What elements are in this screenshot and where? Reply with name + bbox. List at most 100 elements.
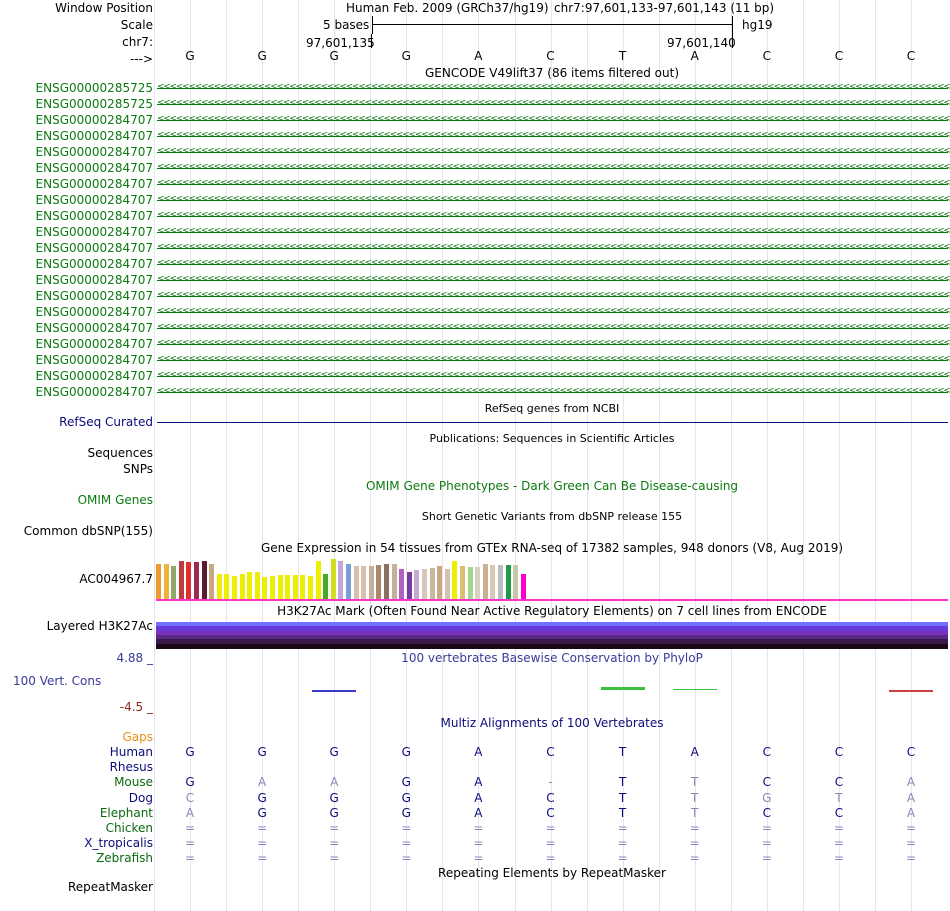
gencode-gene-track[interactable]: <<<<<<<<<<<<<<<<<<<<<<<<<<<<<<<<<<<<<<<<…	[157, 194, 950, 204]
gencode-gene-track[interactable]: <<<<<<<<<<<<<<<<<<<<<<<<<<<<<<<<<<<<<<<<…	[157, 306, 950, 316]
omim-track-title[interactable]: OMIM Gene Phenotypes - Dark Green Can Be…	[365, 479, 739, 493]
dbsnp-track-title[interactable]: Short Genetic Variants from dbSNP releas…	[421, 510, 683, 523]
gtex-tissue-bar[interactable]	[186, 562, 192, 599]
gtex-tissue-bar[interactable]	[292, 575, 298, 599]
gencode-gene-label[interactable]: ENSG00000284707	[35, 177, 153, 191]
omim-label[interactable]: OMIM Genes	[77, 493, 153, 507]
multiz-species-label[interactable]: Dog	[128, 790, 153, 805]
gencode-gene-label[interactable]: ENSG00000284707	[35, 113, 153, 127]
gtex-tissue-bar[interactable]	[194, 562, 199, 599]
phylop-score-mark[interactable]	[600, 687, 645, 690]
gtex-tissue-bar[interactable]	[391, 564, 397, 599]
gtex-tissue-bar[interactable]	[414, 570, 420, 599]
gencode-gene-label[interactable]: ENSG00000285725	[35, 97, 153, 111]
gencode-gene-label[interactable]: ENSG00000284707	[35, 369, 153, 383]
gtex-tissue-bar[interactable]	[490, 565, 496, 599]
gencode-gene-label[interactable]: ENSG00000284707	[35, 145, 153, 159]
gencode-gene-label[interactable]: ENSG00000284707	[35, 337, 153, 351]
gtex-tissue-bar[interactable]	[224, 574, 230, 599]
gtex-tissue-bar[interactable]	[346, 564, 351, 599]
gencode-gene-label[interactable]: ENSG00000284707	[35, 161, 153, 175]
gtex-tissue-bar[interactable]	[353, 566, 359, 599]
h3k27ac-label[interactable]: Layered H3K27Ac	[46, 619, 153, 633]
publications-track-title[interactable]: Publications: Sequences in Scientific Ar…	[429, 432, 675, 445]
phylop-score-mark[interactable]	[672, 689, 717, 690]
dbsnp-label[interactable]: Common dbSNP(155)	[23, 524, 153, 538]
multiz-species-label[interactable]: Rhesus	[109, 760, 153, 775]
gencode-gene-track[interactable]: <<<<<<<<<<<<<<<<<<<<<<<<<<<<<<<<<<<<<<<<…	[157, 162, 950, 172]
phylop-track-title[interactable]: 100 vertebrates Basewise Conservation by…	[401, 651, 703, 665]
multiz-species-label[interactable]: Elephant	[99, 805, 153, 820]
gtex-tissue-bar[interactable]	[216, 574, 222, 599]
publications-label-snps[interactable]: SNPs	[123, 462, 153, 476]
gtex-tissue-bar[interactable]	[330, 559, 336, 599]
gtex-tissue-bar[interactable]	[277, 575, 283, 599]
multiz-species-label[interactable]: Chicken	[105, 821, 153, 835]
gtex-tissue-bar[interactable]	[384, 564, 389, 599]
gencode-gene-track[interactable]: <<<<<<<<<<<<<<<<<<<<<<<<<<<<<<<<<<<<<<<<…	[157, 178, 950, 188]
gencode-gene-label[interactable]: ENSG00000284707	[35, 289, 153, 303]
gencode-gene-track[interactable]: <<<<<<<<<<<<<<<<<<<<<<<<<<<<<<<<<<<<<<<<…	[157, 274, 950, 284]
gtex-tissue-bar[interactable]	[513, 565, 519, 599]
refseq-gene-line[interactable]	[157, 422, 948, 423]
gencode-gene-track[interactable]: <<<<<<<<<<<<<<<<<<<<<<<<<<<<<<<<<<<<<<<<…	[157, 82, 950, 92]
gtex-label[interactable]: AC004967.7	[79, 572, 153, 586]
gencode-gene-track[interactable]: <<<<<<<<<<<<<<<<<<<<<<<<<<<<<<<<<<<<<<<<…	[157, 290, 950, 300]
gencode-gene-track[interactable]: <<<<<<<<<<<<<<<<<<<<<<<<<<<<<<<<<<<<<<<<…	[157, 130, 950, 140]
repeatmasker-label[interactable]: RepeatMasker	[67, 880, 153, 894]
refseq-track-title[interactable]: RefSeq genes from NCBI	[484, 402, 620, 415]
gencode-gene-label[interactable]: ENSG00000284707	[35, 241, 153, 255]
gtex-tissue-bar[interactable]	[422, 569, 427, 599]
gencode-gene-track[interactable]: <<<<<<<<<<<<<<<<<<<<<<<<<<<<<<<<<<<<<<<<…	[157, 354, 950, 364]
refseq-label[interactable]: RefSeq Curated	[59, 415, 153, 429]
gtex-tissue-bar[interactable]	[163, 564, 169, 599]
gencode-gene-track[interactable]: <<<<<<<<<<<<<<<<<<<<<<<<<<<<<<<<<<<<<<<<…	[157, 226, 950, 236]
gencode-gene-label[interactable]: ENSG00000284707	[35, 129, 153, 143]
gtex-tissue-bar[interactable]	[444, 569, 450, 599]
gtex-tissue-bar[interactable]	[201, 561, 207, 599]
gencode-gene-track[interactable]: <<<<<<<<<<<<<<<<<<<<<<<<<<<<<<<<<<<<<<<<…	[157, 242, 950, 252]
gtex-tissue-bar[interactable]	[368, 566, 374, 599]
gencode-gene-label[interactable]: ENSG00000284707	[35, 193, 153, 207]
gtex-tissue-bar[interactable]	[361, 566, 367, 599]
gencode-gene-track[interactable]: <<<<<<<<<<<<<<<<<<<<<<<<<<<<<<<<<<<<<<<<…	[157, 114, 950, 124]
gtex-tissue-bar[interactable]	[315, 561, 321, 599]
phylop-score-mark[interactable]	[312, 690, 357, 692]
gtex-tissue-bar[interactable]	[239, 574, 245, 599]
gtex-tissue-bar[interactable]	[376, 565, 382, 599]
gtex-tissue-bar[interactable]	[308, 576, 313, 599]
gencode-gene-label[interactable]: ENSG00000284707	[35, 273, 153, 287]
gencode-gene-track[interactable]: <<<<<<<<<<<<<<<<<<<<<<<<<<<<<<<<<<<<<<<<…	[157, 370, 950, 380]
gencode-gene-label[interactable]: ENSG00000284707	[35, 257, 153, 271]
multiz-species-label[interactable]: Zebrafish	[96, 851, 153, 866]
gtex-tissue-bar[interactable]	[156, 564, 161, 599]
gencode-gene-label[interactable]: ENSG00000285725	[35, 81, 153, 95]
gtex-tissue-bar[interactable]	[467, 567, 473, 599]
gtex-tissue-bar[interactable]	[482, 564, 488, 599]
gencode-gene-label[interactable]: ENSG00000284707	[35, 209, 153, 223]
gencode-gene-label[interactable]: ENSG00000284707	[35, 353, 153, 367]
gtex-tissue-bar[interactable]	[262, 577, 268, 599]
gtex-tissue-bar[interactable]	[460, 566, 465, 599]
position-text[interactable]: chr7:97,601,133-97,601,143 (11 bp)	[554, 1, 775, 15]
gtex-tissue-bar[interactable]	[285, 575, 291, 599]
multiz-track-title[interactable]: Multiz Alignments of 100 Vertebrates	[440, 716, 664, 730]
gencode-gene-label[interactable]: ENSG00000284707	[35, 305, 153, 319]
gtex-tissue-bar[interactable]	[300, 575, 306, 599]
gtex-tissue-bar[interactable]	[178, 561, 184, 599]
gtex-tissue-bar[interactable]	[209, 564, 215, 599]
gtex-tissue-bar[interactable]	[247, 572, 253, 599]
gencode-track-title[interactable]: GENCODE V49lift37 (86 items filtered out…	[424, 66, 680, 80]
gtex-tissue-bar[interactable]	[323, 574, 329, 599]
gtex-tissue-bar[interactable]	[270, 576, 275, 599]
gencode-gene-track[interactable]: <<<<<<<<<<<<<<<<<<<<<<<<<<<<<<<<<<<<<<<<…	[157, 386, 950, 396]
gtex-tissue-bar[interactable]	[399, 569, 405, 599]
multiz-species-label[interactable]: Human	[109, 745, 153, 759]
gtex-tissue-bar[interactable]	[520, 574, 526, 599]
gtex-bar-chart[interactable]	[156, 559, 948, 599]
gtex-tissue-bar[interactable]	[505, 565, 511, 599]
gencode-gene-label[interactable]: ENSG00000284707	[35, 321, 153, 335]
repeatmasker-track-title[interactable]: Repeating Elements by RepeatMasker	[438, 866, 666, 880]
gencode-gene-label[interactable]: ENSG00000284707	[35, 225, 153, 239]
gtex-tissue-bar[interactable]	[406, 572, 412, 599]
